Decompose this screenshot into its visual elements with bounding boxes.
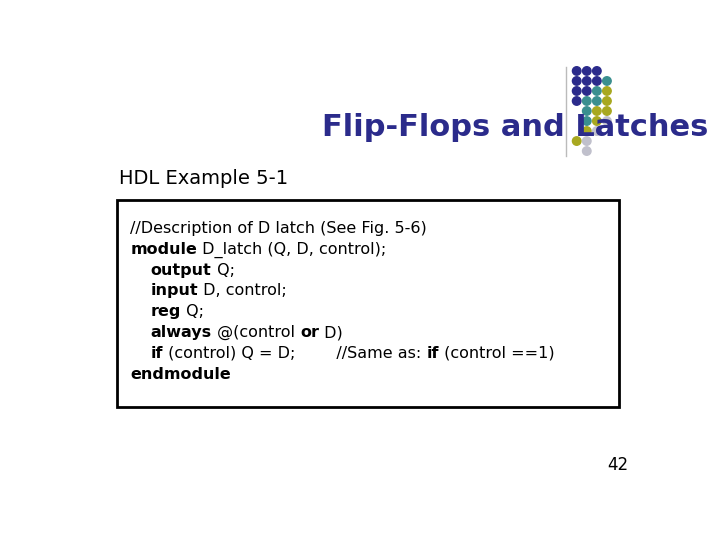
Text: //Description of D latch (See Fig. 5-6): //Description of D latch (See Fig. 5-6)	[130, 221, 427, 236]
Circle shape	[582, 137, 591, 145]
Text: endmodule: endmodule	[130, 367, 231, 382]
Text: input: input	[150, 284, 199, 299]
Circle shape	[593, 97, 601, 105]
Circle shape	[572, 77, 581, 85]
Text: D): D)	[319, 325, 343, 340]
Circle shape	[582, 97, 591, 105]
Text: (control) Q = D;        //Same as:: (control) Q = D; //Same as:	[163, 346, 427, 361]
Circle shape	[582, 77, 591, 85]
Text: reg: reg	[150, 304, 181, 319]
Text: HDL Example 5-1: HDL Example 5-1	[120, 169, 289, 188]
Circle shape	[603, 87, 611, 95]
Circle shape	[603, 77, 611, 85]
Text: module: module	[130, 242, 197, 257]
Circle shape	[603, 97, 611, 105]
Text: 42: 42	[608, 456, 629, 474]
Circle shape	[593, 117, 601, 125]
Circle shape	[572, 87, 581, 95]
FancyBboxPatch shape	[117, 200, 619, 408]
Circle shape	[582, 67, 591, 75]
Circle shape	[572, 97, 581, 105]
Text: (control ==1): (control ==1)	[439, 346, 555, 361]
Circle shape	[572, 137, 581, 145]
Circle shape	[582, 87, 591, 95]
Circle shape	[603, 107, 611, 115]
Text: if: if	[427, 346, 439, 361]
Text: if: if	[150, 346, 163, 361]
Circle shape	[593, 127, 601, 135]
Text: @(control: @(control	[212, 325, 300, 340]
Circle shape	[582, 127, 591, 135]
Circle shape	[582, 147, 591, 156]
Circle shape	[572, 67, 581, 75]
Circle shape	[603, 117, 611, 125]
Text: Q;: Q;	[212, 262, 235, 278]
Text: always: always	[150, 325, 212, 340]
Circle shape	[582, 117, 591, 125]
Text: D_latch (Q, D, control);: D_latch (Q, D, control);	[197, 242, 387, 258]
Circle shape	[593, 77, 601, 85]
Circle shape	[593, 107, 601, 115]
Text: output: output	[150, 262, 212, 278]
Text: D, control;: D, control;	[199, 284, 287, 299]
Circle shape	[593, 67, 601, 75]
Circle shape	[582, 107, 591, 115]
Text: or: or	[300, 325, 319, 340]
Text: Q;: Q;	[181, 304, 204, 319]
Text: Flip-Flops and Latches: Flip-Flops and Latches	[323, 113, 709, 143]
Circle shape	[593, 87, 601, 95]
